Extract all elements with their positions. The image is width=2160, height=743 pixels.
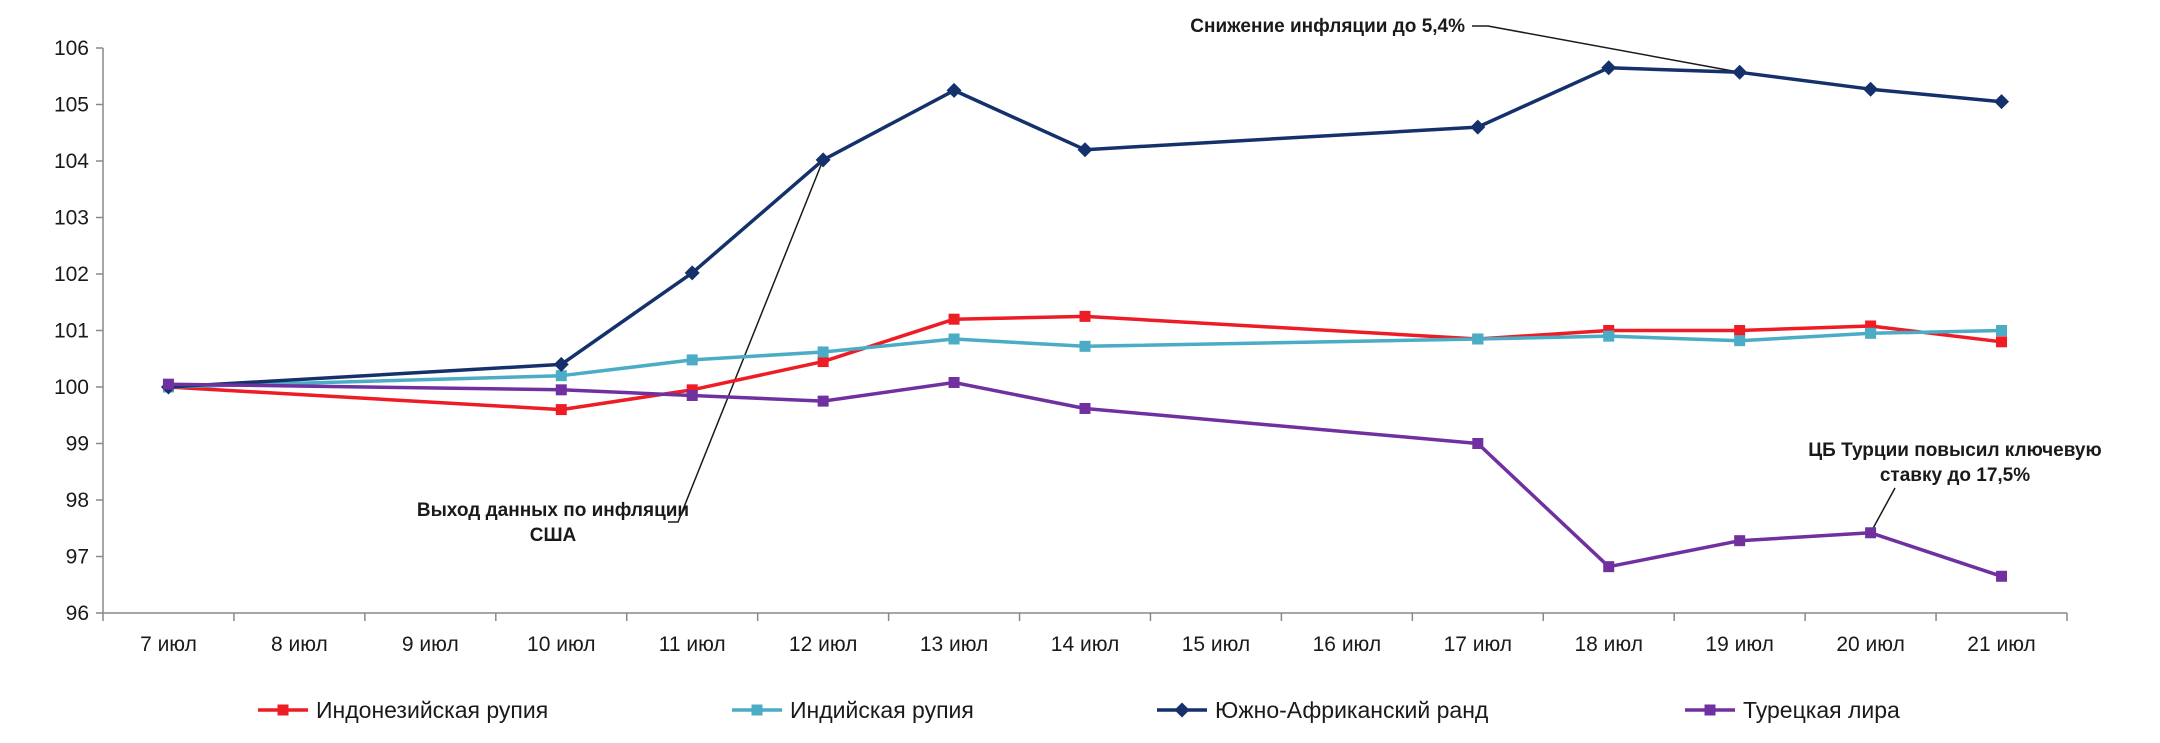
legend-swatch-marker: [751, 704, 763, 716]
y-tick-label: 104: [54, 150, 89, 173]
legend-label: Турецкая лира: [1743, 697, 1900, 723]
series-3: [162, 376, 2008, 582]
y-tick-label: 105: [54, 94, 89, 117]
x-tick-label: 14 июл: [1051, 633, 1119, 656]
y-tick-label: 99: [66, 433, 89, 456]
data-point: [684, 265, 700, 281]
data-point: [686, 354, 698, 366]
data-point: [948, 376, 960, 388]
annotation-leader: [668, 159, 824, 523]
data-point: [817, 395, 829, 407]
annotation-text: США: [530, 525, 577, 546]
data-point: [1601, 60, 1617, 76]
data-point: [817, 356, 829, 368]
y-tick-label: 100: [54, 376, 89, 399]
y-tick-label: 97: [66, 546, 89, 569]
x-tick-label: 10 июл: [527, 633, 595, 656]
chart-legend: Индонезийская рупия Индийская рупия Южно-А…: [258, 697, 1900, 723]
data-point: [1079, 340, 1091, 352]
annotation-leader: [1869, 487, 1896, 534]
legend-label: Индийская рупия: [790, 697, 974, 723]
legend-label: Индонезийская рупия: [316, 697, 548, 723]
x-tick-label: 18 июл: [1574, 633, 1642, 656]
series-0: [162, 310, 2008, 416]
chart-series: [160, 60, 2010, 582]
data-point: [1865, 320, 1877, 332]
data-point: [1079, 310, 1091, 322]
x-tick-label: 16 июл: [1313, 633, 1381, 656]
data-point: [1863, 81, 1879, 97]
series-line: [168, 314, 2002, 412]
series-line: [168, 328, 2002, 389]
x-tick-label: 19 июл: [1705, 633, 1773, 656]
x-tick-label: 9 июл: [402, 633, 459, 656]
data-point: [1603, 325, 1615, 336]
annotation-text: ставку до 17,5%: [1880, 465, 2030, 486]
data-point: [555, 370, 567, 382]
data-point: [1996, 336, 2008, 348]
data-point: [948, 333, 960, 345]
chart-annotations: Снижение инфляции до 5,4% Выход данных по…: [417, 16, 2102, 546]
x-tick-label: 12 июл: [789, 633, 857, 656]
x-tick-label: 13 июл: [920, 633, 988, 656]
data-point: [555, 404, 567, 416]
legend-item: Индонезийская рупия: [258, 697, 548, 723]
data-point: [1734, 335, 1746, 347]
legend-item: Индийская рупия: [732, 697, 974, 723]
data-point: [1470, 119, 1486, 135]
data-point: [1603, 561, 1615, 573]
data-point: [686, 384, 698, 396]
data-point: [948, 313, 960, 325]
data-point: [1865, 527, 1877, 539]
data-point: [1472, 438, 1484, 449]
legend-label: Южно-Африканский ранд: [1215, 697, 1489, 723]
x-tick-label: 15 июл: [1182, 633, 1250, 656]
data-point: [1865, 327, 1877, 339]
x-tick-label: 11 июл: [659, 633, 726, 656]
data-point: [1734, 535, 1746, 547]
legend-item: Турецкая лира: [1685, 697, 1900, 723]
y-tick-label: 106: [54, 37, 89, 60]
data-point: [686, 389, 698, 401]
data-point: [946, 82, 962, 98]
legend-item: Южно-Африканский ранд: [1157, 697, 1489, 723]
data-point: [555, 384, 567, 396]
data-point: [815, 152, 831, 168]
chart-axes: 96 97 98 99 100 101 102 103 104 105 106 7 июл 8 июл 9…: [54, 37, 2068, 656]
data-point: [1732, 64, 1748, 80]
x-tick-label: 8 июл: [271, 633, 328, 656]
data-point: [1077, 142, 1093, 158]
data-point: [553, 356, 569, 372]
y-tick-label: 102: [54, 263, 89, 286]
data-point: [1603, 330, 1615, 342]
legend-swatch-marker: [1704, 704, 1716, 716]
x-tick-label: 7 июл: [140, 633, 197, 656]
x-tick-label: 21 июл: [1967, 633, 2035, 656]
annotation-text: Выход данных по инфляции: [417, 500, 689, 521]
data-point: [162, 378, 174, 390]
data-point: [1079, 402, 1091, 414]
y-tick-label: 96: [66, 602, 89, 625]
y-tick-label: 101: [54, 320, 89, 343]
data-point: [1734, 325, 1746, 336]
annotation-text: ЦБ Турции повысил ключевую: [1808, 440, 2101, 461]
data-point: [1994, 94, 2010, 110]
data-point: [1996, 570, 2008, 582]
annotation-leaders: [668, 25, 1896, 534]
x-tick-label: 17 июл: [1444, 633, 1512, 656]
annotation-text: Снижение инфляции до 5,4%: [1190, 16, 1465, 37]
data-point: [817, 346, 829, 358]
legend-swatch-marker: [1174, 702, 1190, 718]
series-1: [162, 325, 2008, 393]
y-tick-label: 103: [54, 207, 89, 230]
x-tick-label: 20 июл: [1836, 633, 1904, 656]
annotation-leader: [1472, 25, 1740, 74]
data-point: [1996, 325, 2008, 336]
y-tick-label: 98: [66, 489, 89, 512]
legend-swatch-marker: [277, 704, 289, 716]
data-point: [1472, 333, 1484, 345]
